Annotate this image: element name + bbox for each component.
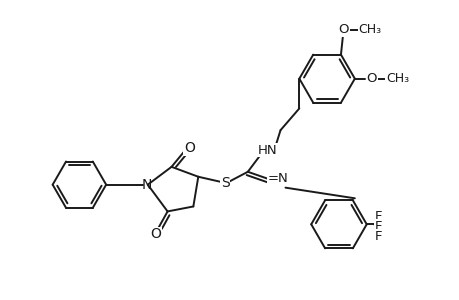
Text: O: O	[184, 141, 195, 155]
Text: O: O	[338, 23, 348, 36]
Text: =N: =N	[267, 172, 287, 185]
Text: F: F	[374, 220, 381, 233]
Text: O: O	[150, 227, 161, 241]
Text: N: N	[141, 178, 151, 192]
Text: F: F	[374, 230, 381, 243]
Text: O: O	[366, 72, 376, 85]
Text: CH₃: CH₃	[385, 72, 408, 85]
Text: S: S	[220, 176, 229, 190]
Text: F: F	[374, 210, 381, 223]
Text: CH₃: CH₃	[358, 23, 381, 36]
Text: HN: HN	[257, 143, 277, 157]
